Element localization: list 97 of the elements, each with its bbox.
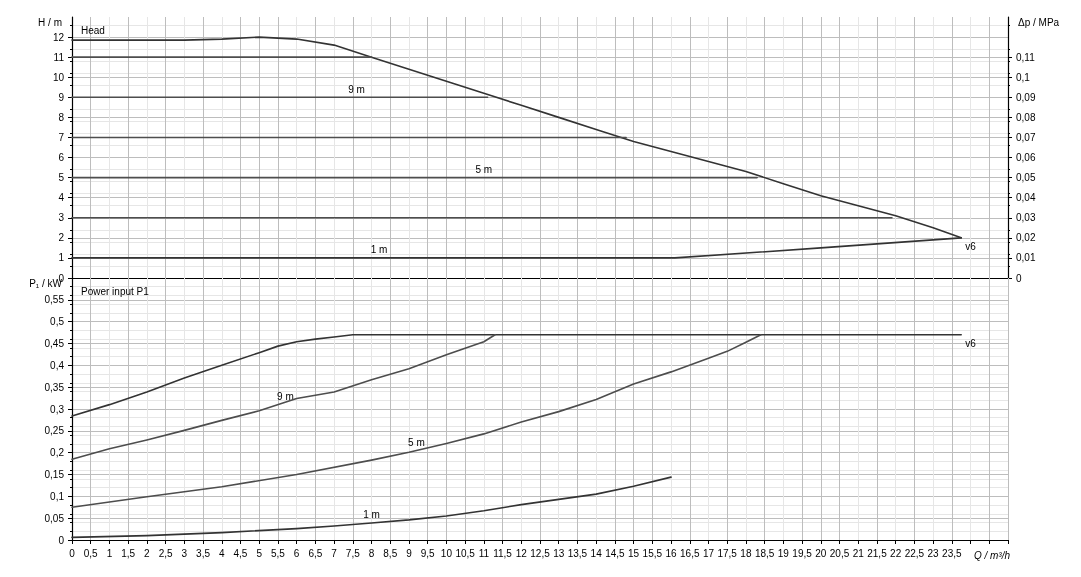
x-tick-label: 9 [406,547,413,559]
y-tick-label: 9 [58,91,65,103]
x-tick-label: 8 [368,547,375,559]
y2-tick-label: 0,08 [1016,111,1036,123]
x-tick-label: 2,5 [158,547,173,559]
x-tick-label: 12,5 [530,547,551,559]
y2-tick-label: 0,01 [1016,252,1036,264]
y2-axis-title: Δp / MPa [1018,16,1060,28]
text: Head [81,24,105,36]
x-tick-label: 19,5 [792,547,813,559]
y2-tick-label: 0,04 [1016,192,1036,204]
x-tick-label: 10,5 [455,547,476,559]
y-tick-label: 12 [52,31,65,43]
annotation: v6 [965,241,977,253]
y-tick-label: 0,55 [44,294,65,306]
x-tick-label: 6,5 [308,547,323,559]
x-tick-label: 7,5 [345,547,361,559]
y-tick-label: 0,15 [44,469,65,480]
x-tick-label: 4 [218,547,225,559]
x-tick-label: 11,5 [493,547,513,559]
x-tick-label: 22 [890,547,902,559]
x-tick-label: 22,5 [904,547,925,559]
annotation: 1 m [370,244,388,256]
annotation: 1 m [363,509,380,521]
y-tick-label: 0,45 [44,338,65,349]
x-tick-label: 18 [740,547,752,559]
y2-tick-label: 0,11 [1016,51,1036,63]
y2-tick-label: 0,07 [1016,131,1036,143]
y-tick-label: 0,1 [50,490,65,502]
x-tick-label: 16,5 [680,547,700,559]
x-tick-label: 8,5 [383,547,398,559]
y-tick-label: 0,35 [44,381,65,393]
x-tick-label: 5 [256,547,263,559]
x-tick-label: 20 [815,547,827,559]
x-axis-title: Q / m³/h [973,549,1011,561]
x-tick-label: 18,5 [754,547,775,559]
x-tick-label: 14,5 [605,547,626,559]
y-tick-label: 1 [58,252,65,264]
y2-tick-label: 0 [1016,272,1022,284]
x-tick-label: 23 [927,547,940,559]
x-tick-label: 14 [590,547,603,559]
y2-tick-label: 0,02 [1016,232,1036,244]
x-tick-label: 0 [69,547,76,559]
y-tick-label: 0,5 [50,316,65,328]
x-tick-label: 0,5 [83,547,99,559]
x-tick-label: 9,5 [420,547,436,559]
x-tick-label: 13 [553,547,565,559]
y-tick-label: 3 [58,212,65,224]
x-tick-label: 20,5 [829,547,850,559]
x-tick-label: 1 [106,547,113,559]
x-tick-label: 19 [777,547,790,559]
y-tick-label: 0,25 [44,425,65,437]
x-tick-label: 23,5 [942,547,963,559]
x-tick-label: 16 [665,547,678,559]
y-tick-label: 10 [52,71,65,83]
y2-tick-label: 0,03 [1016,212,1036,224]
annotation: 9 m [277,391,294,403]
x-tick-label: 21 [852,547,865,559]
annotation: v6 [965,338,977,350]
x-tick-label: 7 [331,547,338,559]
y-tick-label: 11 [53,51,65,63]
y-tick-label: 0,05 [44,512,65,524]
x-tick-label: 1,5 [121,547,136,559]
x-tick-label: 10 [440,547,453,559]
annotation: 5 m [408,436,425,448]
x-tick-label: 21,5 [867,547,888,559]
x-tick-label: 4,5 [233,547,248,559]
x-tick-label: 17,5 [717,547,738,559]
y2-tick-label: 0,06 [1016,152,1036,164]
annotation: 5 m [475,164,493,176]
y-axis-title: H / m [38,16,62,28]
y2-tick-label: 0,1 [1016,71,1031,83]
annotation: 9 m [348,83,365,95]
y-tick-label: 0 [58,534,65,546]
x-tick-label: 3 [181,547,188,559]
x-tick-label: 17 [702,547,715,559]
x-tick-label: 11 [478,547,490,559]
y-tick-label: 2 [58,232,65,244]
y-tick-label: 7 [58,131,65,143]
y2-tick-label: 0,09 [1016,91,1036,103]
x-tick-label: 3,5 [196,547,211,559]
y2-tick-label: 0,05 [1016,172,1036,184]
y-tick-label: 8 [58,111,65,123]
y-tick-label: 0,4 [50,359,65,371]
x-tick-label: 12 [515,547,528,559]
x-tick-label: 15 [628,547,640,559]
text: Power input P1 [81,285,150,297]
y-tick-label: 0,2 [50,447,65,459]
x-tick-label: 5,5 [270,547,286,559]
x-tick-label: 6 [293,547,300,559]
y-tick-label: 6 [58,152,65,164]
y-tick-label: 4 [58,192,65,204]
x-tick-label: 13,5 [567,547,588,559]
y-tick-label: 5 [58,172,65,184]
y-tick-label: 0,3 [50,403,65,415]
x-tick-label: 2 [144,547,151,559]
x-tick-label: 15,5 [642,547,663,559]
